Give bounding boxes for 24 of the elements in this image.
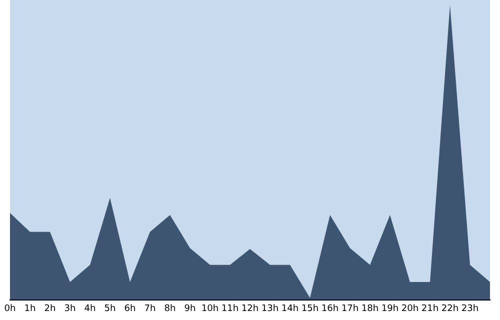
x-tick-label: 9h bbox=[184, 304, 195, 312]
x-tick-label: 17h bbox=[342, 304, 358, 312]
x-tick-label: 10h bbox=[202, 304, 218, 312]
x-tick-label: 7h bbox=[145, 304, 155, 312]
x-tick-label: 22h bbox=[442, 304, 458, 312]
x-tick-label: 19h bbox=[382, 304, 398, 312]
x-tick-label: 2h bbox=[44, 304, 55, 312]
x-tick-label: 14h bbox=[282, 304, 298, 312]
x-tick-label: 15h bbox=[302, 304, 318, 312]
x-tick-label: 6h bbox=[124, 304, 135, 312]
x-tick-label: 0h bbox=[4, 304, 15, 312]
x-tick-label: 18h bbox=[362, 304, 378, 312]
x-tick-label: 11h bbox=[222, 304, 238, 312]
x-tick-label: 23h bbox=[462, 304, 478, 312]
x-tick-label: 21h bbox=[422, 304, 438, 312]
x-tick-label: 1h bbox=[25, 304, 35, 312]
x-tick-label: 8h bbox=[164, 304, 175, 312]
x-tick-label: 13h bbox=[262, 304, 278, 312]
x-tick-label: 4h bbox=[84, 304, 95, 312]
x-tick-label: 12h bbox=[242, 304, 258, 312]
x-tick-label: 5h bbox=[104, 304, 115, 312]
x-tick-label: 16h bbox=[322, 304, 338, 312]
x-tick-label: 20h bbox=[402, 304, 418, 312]
x-tick-label: 3h bbox=[64, 304, 75, 312]
